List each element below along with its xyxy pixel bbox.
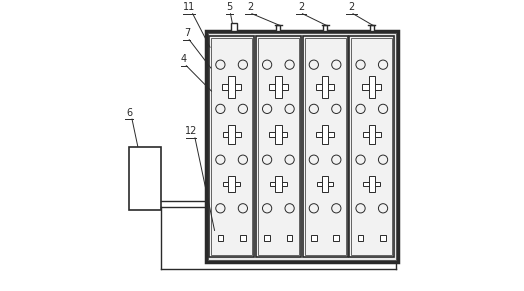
Text: 5: 5: [226, 2, 233, 12]
Bar: [276, 24, 280, 31]
Bar: [269, 132, 287, 137]
Bar: [269, 84, 288, 90]
Bar: [302, 36, 347, 257]
Bar: [211, 38, 252, 255]
Bar: [304, 38, 345, 255]
Bar: [223, 182, 240, 187]
Text: 7: 7: [184, 28, 190, 38]
Bar: [380, 235, 386, 241]
Bar: [228, 125, 235, 144]
Bar: [363, 132, 381, 137]
Text: 4: 4: [181, 54, 187, 64]
Bar: [322, 125, 328, 144]
Bar: [368, 125, 375, 144]
Bar: [258, 38, 299, 255]
Bar: [231, 23, 237, 31]
Text: 2: 2: [247, 2, 254, 12]
Bar: [322, 76, 328, 97]
Bar: [129, 147, 161, 210]
Bar: [316, 132, 334, 137]
Bar: [368, 76, 375, 97]
Bar: [209, 36, 254, 257]
Text: 6: 6: [126, 108, 132, 118]
Bar: [208, 33, 396, 260]
Bar: [311, 235, 316, 241]
Text: 11: 11: [183, 2, 195, 12]
Bar: [287, 235, 292, 241]
Bar: [363, 84, 381, 90]
Bar: [275, 125, 281, 144]
Bar: [370, 24, 374, 31]
Bar: [315, 84, 334, 90]
Bar: [275, 176, 281, 192]
Bar: [358, 235, 364, 241]
Text: 2: 2: [298, 2, 304, 12]
Bar: [323, 24, 327, 31]
Text: 12: 12: [185, 127, 197, 136]
Text: 2: 2: [348, 2, 355, 12]
Bar: [206, 31, 398, 262]
Bar: [228, 76, 235, 97]
Bar: [217, 235, 223, 241]
Bar: [270, 182, 287, 187]
Bar: [333, 235, 339, 241]
Bar: [351, 38, 392, 255]
Bar: [322, 176, 328, 192]
Bar: [316, 182, 333, 187]
Bar: [364, 182, 380, 187]
Bar: [256, 36, 301, 257]
Bar: [223, 132, 241, 137]
Bar: [368, 176, 375, 192]
Bar: [275, 76, 281, 97]
Bar: [264, 235, 270, 241]
Bar: [222, 84, 241, 90]
Bar: [228, 176, 235, 192]
Bar: [240, 235, 246, 241]
Bar: [350, 36, 394, 257]
